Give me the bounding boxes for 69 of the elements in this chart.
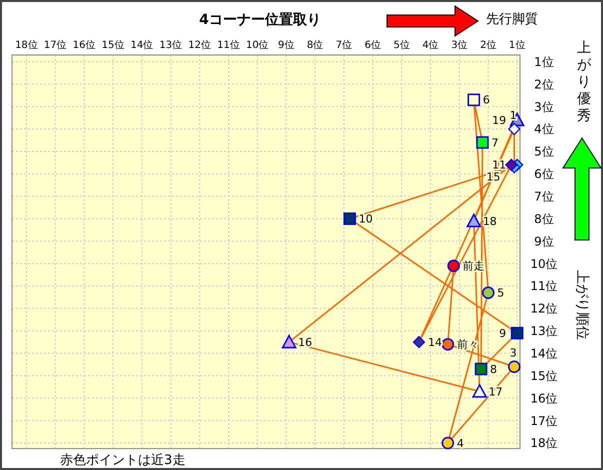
annotation: 8: [490, 362, 498, 376]
y-tick-label: 1位: [534, 54, 554, 69]
x-tick-label: 7位: [336, 39, 352, 51]
point: [442, 338, 454, 351]
y-tick-label: 5位: [534, 144, 554, 159]
annotation: 9: [499, 326, 506, 340]
x-tick-label: 9位: [278, 39, 294, 51]
x-tick-label: 4位: [422, 39, 439, 51]
y-tick-label: 11位: [530, 279, 558, 294]
x-tick-label: 12位: [188, 39, 211, 51]
y-tick-label: 7位: [534, 189, 554, 204]
y-tick-label: 9位: [534, 234, 554, 248]
annotation: 14: [428, 336, 442, 349]
annotation: 10: [358, 212, 373, 226]
annotation: 4: [456, 436, 464, 450]
point: [282, 334, 296, 348]
point: [482, 286, 494, 299]
annotation: 5: [497, 286, 504, 300]
text: 先行脚質: [486, 12, 538, 27]
point: [505, 158, 518, 171]
x-tick-label: 14位: [130, 39, 154, 51]
y-tick-label: 8位: [534, 212, 554, 226]
x-tick-label: 13位: [159, 39, 182, 51]
y-tick-label: 18位: [530, 436, 558, 450]
point: [412, 336, 426, 348]
x-tick-label: 2位: [480, 39, 496, 51]
x-tick-label: 1位: [508, 39, 526, 51]
annotation: 16: [298, 336, 312, 349]
x-tick-label: 5位: [393, 39, 410, 51]
point: [472, 384, 487, 398]
x-tick-label: 3位: [451, 39, 468, 51]
point: [476, 136, 489, 149]
x-tick-label: 18位: [15, 39, 38, 51]
y-tick-label: 4位: [534, 122, 554, 136]
x-tick-label: 17位: [44, 39, 67, 51]
y-tick-label: 3位: [534, 100, 554, 114]
x-tick-label: 15位: [102, 39, 124, 51]
point: [447, 260, 460, 272]
y-axis-title: 上がり順位: [574, 270, 590, 340]
point: [510, 326, 524, 340]
x-tick-label: 16位: [72, 39, 96, 51]
y-tick-label: 10位: [530, 256, 558, 271]
y-tick-label: 17位: [530, 414, 558, 428]
y-tick-label: 13位: [530, 324, 558, 338]
y-tick-label: 2位: [534, 77, 554, 92]
chart-title: 4コーナー位置取り: [199, 12, 321, 28]
point: [508, 360, 520, 373]
point: [343, 212, 356, 225]
y-tick-label: 16位: [530, 391, 558, 406]
y-tick-label: 15位: [530, 368, 558, 383]
y-tick-label: 6位: [534, 167, 554, 182]
point: [474, 362, 488, 376]
x-tick-label: 8位: [306, 39, 324, 51]
annotation: 6: [482, 94, 490, 107]
x-tick-label: 10位: [246, 39, 269, 51]
annotation: 18: [482, 214, 497, 228]
x-tick-label: 6位: [364, 39, 381, 51]
text: 上がり優秀: [577, 40, 592, 124]
annotation: 3: [510, 346, 517, 360]
point: [466, 214, 482, 228]
point: [442, 436, 454, 450]
x-tick-label: 11位: [217, 39, 240, 51]
text: 赤色ポイントは近3走: [60, 453, 186, 468]
point: [468, 94, 480, 106]
annotation: 1: [510, 108, 517, 122]
y-tick-label: 12位: [530, 302, 558, 316]
annotation: 19: [492, 114, 506, 127]
y-tick-label: 14位: [530, 346, 558, 360]
annotation: 7: [491, 136, 498, 150]
